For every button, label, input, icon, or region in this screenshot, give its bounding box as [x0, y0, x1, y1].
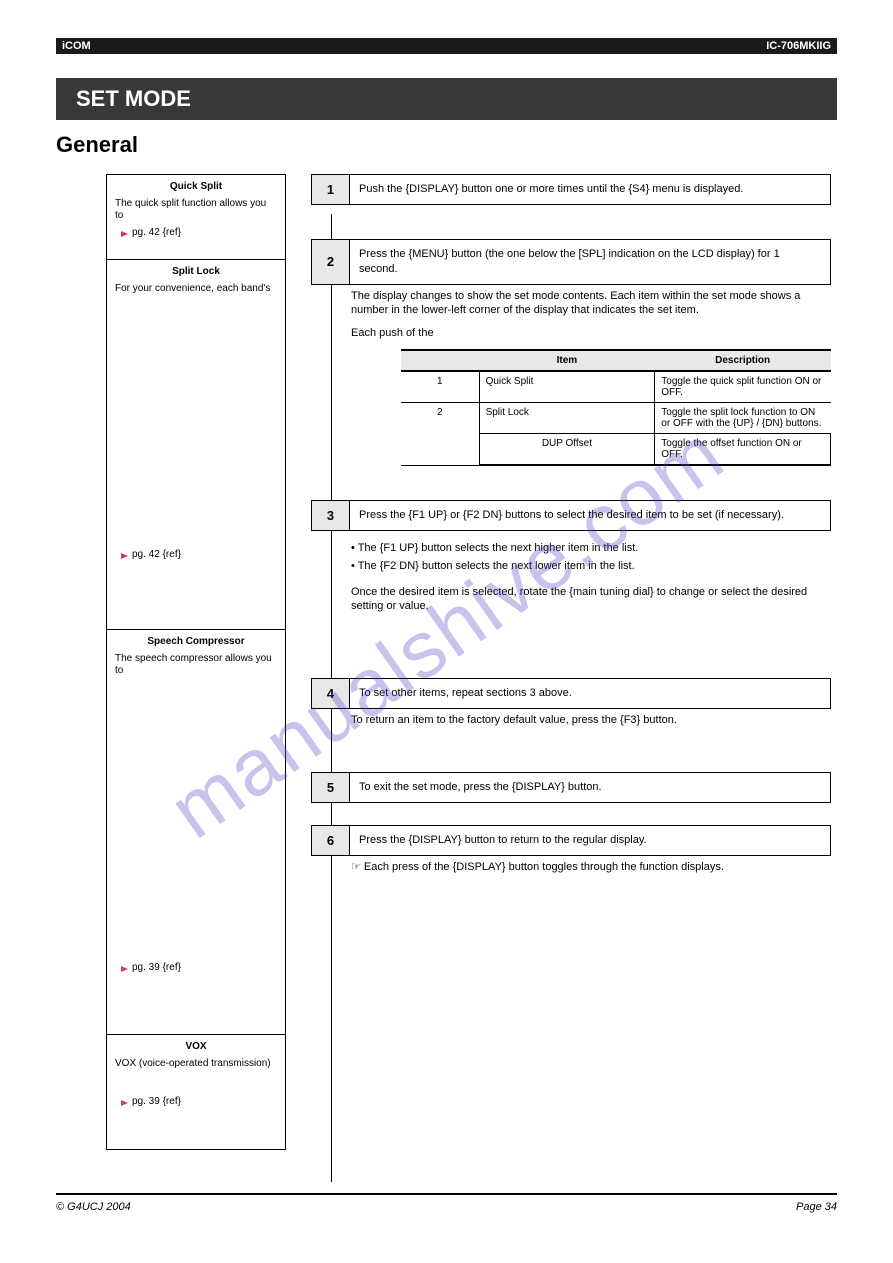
step-6-note: ☞ Each press of the {DISPLAY} button tog… — [351, 860, 831, 875]
section-title: SET MODE — [76, 86, 191, 112]
table-header: Description — [655, 350, 831, 371]
header-bar: iCOM IC-706MKIIG — [56, 38, 837, 54]
table-row: 2 Split Lock Toggle the split lock funct… — [401, 403, 831, 434]
panel-vox: VOX VOX (voice-operated transmission) pg… — [106, 1035, 286, 1150]
panel-text: VOX (voice-operated transmission) — [115, 1058, 277, 1071]
table-header — [401, 350, 479, 371]
panel-ref: pg. 42 {ref} — [132, 549, 181, 562]
header-left: iCOM — [62, 40, 91, 52]
section-title-bar: SET MODE — [56, 78, 837, 120]
step-number: 1 — [312, 175, 350, 204]
step-number: 3 — [312, 501, 350, 530]
list-item: • The {F2 DN} button selects the next lo… — [351, 559, 831, 574]
step-number: 5 — [312, 773, 350, 802]
panel-text: The quick split function allows you to — [115, 198, 277, 223]
panel-title: Quick Split — [115, 181, 277, 194]
step-text: Press the {DISPLAY} button to return to … — [350, 826, 830, 855]
pointing-hand-icon — [115, 1097, 129, 1109]
step-6: 6 Press the {DISPLAY} button to return t… — [311, 825, 831, 856]
pointing-hand-icon — [115, 228, 129, 240]
footer-right: Page 34 — [796, 1201, 837, 1213]
table-header-row: Item Description — [401, 350, 831, 371]
footer-left: © G4UCJ 2004 — [56, 1201, 131, 1213]
panel-title: Split Lock — [115, 266, 277, 279]
panel-quick-split: Quick Split The quick split function all… — [106, 174, 286, 260]
panel-title: Speech Compressor — [115, 636, 277, 649]
step-text: Press the {MENU} button (the one below t… — [350, 240, 830, 284]
step-number: 6 — [312, 826, 350, 855]
panel-title: VOX — [115, 1041, 277, 1054]
step-4-body: To return an item to the factory default… — [351, 713, 831, 728]
panel-ref: pg. 39 {ref} — [132, 1096, 181, 1109]
subtitle: General — [56, 132, 837, 158]
step-text: To exit the set mode, press the {DISPLAY… — [350, 773, 830, 802]
panel-text: For your convenience, each band's — [115, 283, 277, 296]
step-3-body: Once the desired item is selected, rotat… — [351, 585, 831, 615]
step-2-body: The display changes to show the set mode… — [351, 289, 831, 319]
footer: © G4UCJ 2004 Page 34 — [56, 1193, 837, 1213]
list-item: • The {F1 UP} button selects the next hi… — [351, 541, 831, 556]
step-text: Push the {DISPLAY} button one or more ti… — [350, 175, 830, 204]
step-3: 3 Press the {F1 UP} or {F2 DN} buttons t… — [311, 500, 831, 531]
pointing-hand-icon — [115, 550, 129, 562]
step-text: Press the {F1 UP} or {F2 DN} buttons to … — [350, 501, 830, 530]
step-text: To set other items, repeat sections 3 ab… — [350, 679, 830, 708]
freq-intro: Each push of the — [351, 326, 831, 341]
table-header: Item — [479, 350, 655, 371]
step-2: 2 Press the {MENU} button (the one below… — [311, 239, 831, 285]
pointing-hand-icon — [115, 963, 129, 975]
panel-split-lock: Split Lock For your convenience, each ba… — [106, 260, 286, 630]
step-4: 4 To set other items, repeat sections 3 … — [311, 678, 831, 709]
header-right: IC-706MKIIG — [766, 40, 831, 52]
frequency-table: Item Description 1 Quick Split Toggle th… — [401, 349, 831, 466]
step-number: 4 — [312, 679, 350, 708]
table-row: 1 Quick Split Toggle the quick split fun… — [401, 371, 831, 403]
panel-ref: pg. 39 {ref} — [132, 962, 181, 975]
step-1: 1 Push the {DISPLAY} button one or more … — [311, 174, 831, 205]
panel-speech-comp: Speech Compressor The speech compressor … — [106, 630, 286, 1035]
step-number: 2 — [312, 240, 350, 284]
panel-text: The speech compressor allows you to — [115, 653, 277, 678]
step-5: 5 To exit the set mode, press the {DISPL… — [311, 772, 831, 803]
panel-ref: pg. 42 {ref} — [132, 227, 181, 240]
